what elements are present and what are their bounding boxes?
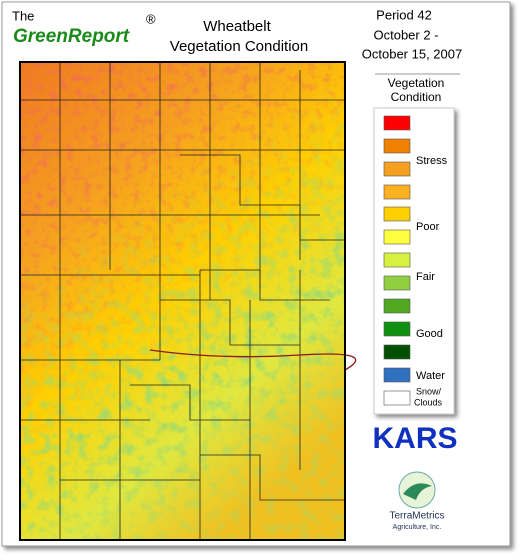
kars-logo: KARS	[372, 422, 457, 455]
title: Wheatbelt	[203, 18, 271, 35]
legend: Stress Poor Fair Good Water Snow/ Clouds	[373, 107, 455, 415]
legend-label: Good	[416, 328, 443, 340]
terrametrics-logo: TerraMetrics Agriculture, Inc.	[389, 471, 445, 531]
legend-label: Poor	[416, 221, 440, 233]
period: October 15, 2007	[362, 46, 462, 61]
legend-title: Vegetation	[388, 76, 445, 90]
the: The	[12, 8, 34, 23]
legend-label: Stress	[416, 155, 448, 167]
terrametrics-sub: Agriculture, Inc.	[393, 524, 442, 531]
legend-title: Condition	[391, 90, 442, 104]
legend-label: Fair	[416, 271, 435, 283]
legend-label: Snow/	[416, 386, 442, 396]
registered: ®	[146, 11, 156, 26]
map	[19, 61, 357, 541]
legend-label: Water	[416, 370, 445, 382]
title: Vegetation Condition	[170, 38, 308, 55]
period: October 2 -	[373, 27, 438, 42]
terrametrics-name: TerraMetrics	[389, 511, 444, 522]
period: Period 42	[376, 7, 432, 22]
brand: GreenReport	[13, 26, 130, 47]
legend-label: Clouds	[414, 397, 443, 407]
